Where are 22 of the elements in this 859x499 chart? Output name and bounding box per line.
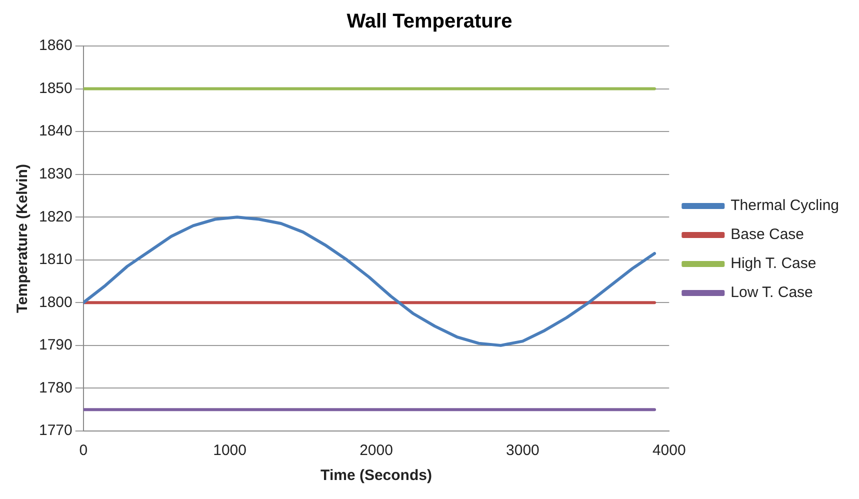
y-tick-label: 1770 [38,422,72,440]
y-tick-label: 1810 [38,251,72,268]
y-tick-label: 1830 [38,165,72,182]
legend-label: Base Case [730,226,804,244]
y-tick-label: 1850 [38,80,72,97]
legend-label: High T. Case [730,255,816,272]
x-tick-label: 2000 [360,442,393,460]
x-tick-label: 4000 [652,442,686,460]
y-axis-title: Temperature (Kelvin) [14,164,32,313]
chart-title: Wall Temperature [346,10,512,33]
x-axis-title: Time (Seconds) [320,467,432,484]
y-tick-label: 1860 [38,37,72,54]
y-tick-label: 1780 [38,379,72,396]
y-tick-label: 1790 [38,336,72,354]
legend-label: Low T. Case [730,284,813,302]
y-tick-label: 1820 [38,208,72,226]
y-tick-label: 1800 [38,294,72,311]
legend-label: Thermal Cycling [730,197,840,214]
x-tick-label: 0 [79,442,88,460]
x-tick-label: 3000 [506,442,540,460]
x-tick-label: 1000 [213,442,246,460]
y-tick-label: 1840 [38,122,72,140]
